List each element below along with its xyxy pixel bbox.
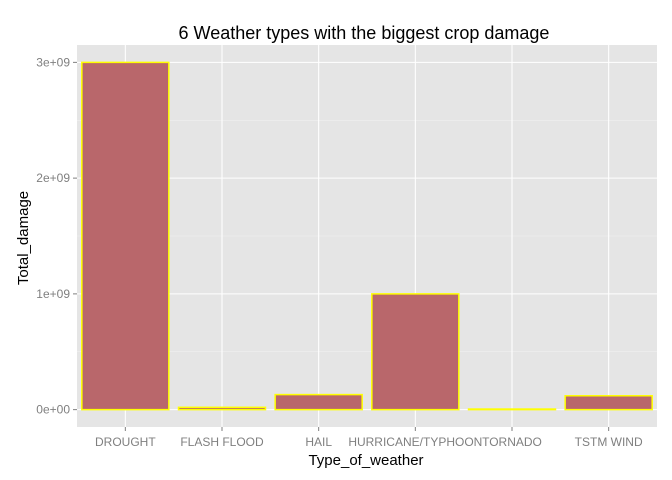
x-tick-label: TORNADO xyxy=(482,435,542,449)
bar-tornado xyxy=(467,408,557,411)
bar-hail xyxy=(274,393,363,411)
y-tick-label: 1e+09 xyxy=(36,287,70,301)
bar-flash-flood xyxy=(177,406,267,411)
x-tick-label: DROUGHT xyxy=(95,435,156,449)
x-tick-label: TSTM WIND xyxy=(575,435,643,449)
bar-drought xyxy=(81,61,170,411)
bar-tstm-wind xyxy=(564,394,653,411)
bar-hurricane-typhoon xyxy=(371,293,460,411)
x-axis-title: Type_of_weather xyxy=(308,452,423,469)
y-tick-label: 0e+00 xyxy=(36,403,70,417)
x-tick-label: FLASH FLOOD xyxy=(180,435,264,449)
y-axis: 0e+00 1e+09 2e+09 3e+09 xyxy=(36,55,77,417)
y-axis-title: Total_damage xyxy=(15,191,32,285)
x-tick-label: HURRICANE/TYPHOON xyxy=(348,435,482,449)
x-tick-label: HAIL xyxy=(305,435,332,449)
y-tick-label: 3e+09 xyxy=(36,55,70,69)
bars-layer xyxy=(81,61,653,411)
chart-title: 6 Weather types with the biggest crop da… xyxy=(179,23,550,43)
y-tick-label: 2e+09 xyxy=(36,171,70,185)
x-axis: DROUGHT FLASH FLOOD HAIL HURRICANE/TYPHOON T… xyxy=(95,427,643,449)
